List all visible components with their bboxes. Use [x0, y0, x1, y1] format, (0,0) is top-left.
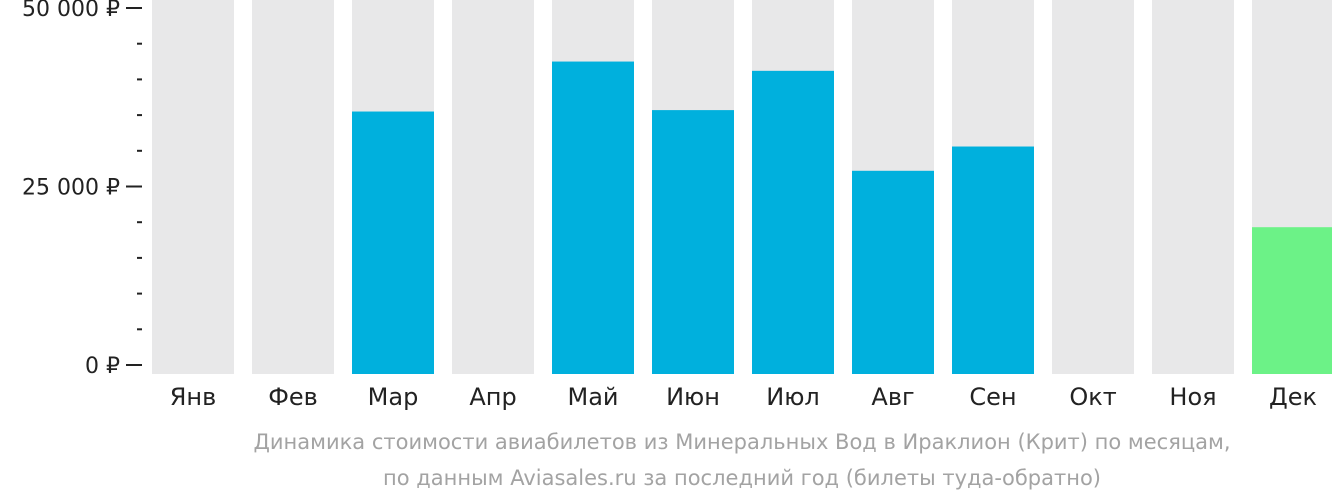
- background-column-4: [452, 0, 534, 374]
- month-label-9: Сен: [969, 383, 1016, 411]
- y-axis: 0 ₽ 25 000 ₽ 50 000 ₽: [22, 0, 142, 379]
- bar-3: [352, 111, 434, 374]
- bar-8: [852, 170, 934, 374]
- price-chart: 0 ₽ 25 000 ₽ 50 000 ₽ Янв Фев Мар Апр Май Июн Ию…: [22, 0, 1332, 411]
- chart-caption-line-2: по данным Aviasales.ru за последний год …: [383, 466, 1101, 490]
- bar-9: [952, 146, 1034, 374]
- month-label-3: Мар: [368, 383, 419, 411]
- background-column-2: [252, 0, 334, 374]
- chart-caption-line-1: Динамика стоимости авиабилетов из Минера…: [253, 430, 1231, 454]
- month-label-7: Июл: [766, 383, 820, 411]
- background-columns: [152, 0, 1332, 374]
- bar-6: [652, 110, 734, 375]
- background-column-11: [1152, 0, 1234, 374]
- bars: [352, 61, 1332, 375]
- month-label-5: Май: [567, 383, 618, 411]
- background-column-10: [1052, 0, 1134, 374]
- month-label-1: Янв: [170, 383, 217, 411]
- bar-12: [1252, 227, 1332, 374]
- x-axis: Янв Фев Мар Апр Май Июн Июл Авг Сен Окт Ноя Дек: [170, 383, 1317, 411]
- month-label-6: Июн: [666, 383, 720, 411]
- month-label-11: Ноя: [1169, 383, 1216, 411]
- bar-5: [552, 61, 634, 375]
- y-tick-label-1: 0 ₽: [85, 354, 120, 379]
- background-column-1: [152, 0, 234, 374]
- month-label-2: Фев: [268, 383, 318, 411]
- month-label-12: Дек: [1269, 383, 1317, 411]
- y-tick-label-3: 50 000 ₽: [22, 0, 120, 22]
- month-label-8: Авг: [871, 383, 914, 411]
- month-label-10: Окт: [1069, 383, 1116, 411]
- y-tick-label-2: 25 000 ₽: [22, 176, 120, 201]
- month-label-4: Апр: [469, 383, 516, 411]
- bar-7: [752, 70, 834, 374]
